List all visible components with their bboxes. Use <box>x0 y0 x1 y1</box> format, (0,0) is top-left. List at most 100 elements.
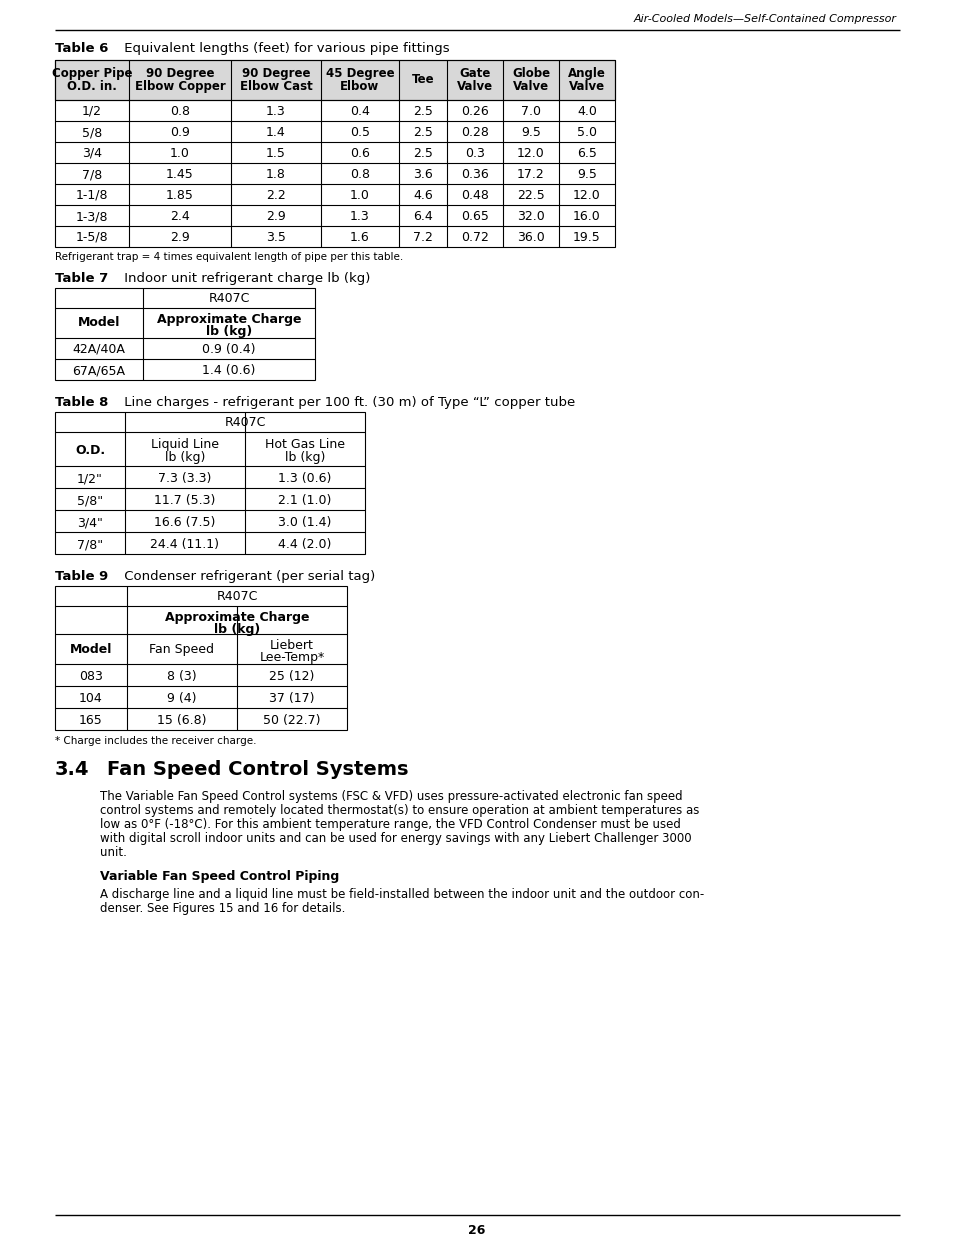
Text: * Charge includes the receiver charge.: * Charge includes the receiver charge. <box>55 736 256 746</box>
Text: 5.0: 5.0 <box>577 126 597 140</box>
Text: 9 (4): 9 (4) <box>167 692 196 705</box>
Text: 1.0: 1.0 <box>350 189 370 203</box>
Text: 1.5: 1.5 <box>266 147 286 161</box>
Text: 3.0 (1.4): 3.0 (1.4) <box>278 516 332 529</box>
Text: low as 0°F (-18°C). For this ambient temperature range, the VFD Control Condense: low as 0°F (-18°C). For this ambient tem… <box>100 818 680 831</box>
Text: 1.4: 1.4 <box>266 126 286 140</box>
Bar <box>55 412 365 555</box>
Text: Valve: Valve <box>568 80 604 93</box>
Text: 165: 165 <box>79 714 103 727</box>
Text: 1.4 (0.6): 1.4 (0.6) <box>202 364 255 377</box>
Text: 0.48: 0.48 <box>460 189 489 203</box>
Text: 36.0: 36.0 <box>517 231 544 245</box>
Text: 1.3: 1.3 <box>350 210 370 224</box>
Text: Elbow Copper: Elbow Copper <box>134 80 225 93</box>
Text: 90 Degree: 90 Degree <box>241 67 310 80</box>
Text: 6.4: 6.4 <box>413 210 433 224</box>
Text: 1.8: 1.8 <box>266 168 286 182</box>
Text: Elbow Cast: Elbow Cast <box>239 80 312 93</box>
Text: 5/8: 5/8 <box>82 126 102 140</box>
Text: 0.72: 0.72 <box>460 231 489 245</box>
Text: 2.5: 2.5 <box>413 126 433 140</box>
Text: 24.4 (11.1): 24.4 (11.1) <box>151 538 219 551</box>
Text: lb (kg): lb (kg) <box>213 622 260 636</box>
Text: 2.9: 2.9 <box>266 210 286 224</box>
Text: Fan Speed: Fan Speed <box>150 643 214 656</box>
Text: 0.9 (0.4): 0.9 (0.4) <box>202 343 255 356</box>
Text: Gate: Gate <box>458 67 490 80</box>
Text: 26: 26 <box>468 1224 485 1235</box>
Text: Table 8: Table 8 <box>55 396 109 409</box>
Text: 1/2": 1/2" <box>77 472 103 485</box>
Text: Approximate Charge: Approximate Charge <box>165 611 309 624</box>
Text: 1.45: 1.45 <box>166 168 193 182</box>
Text: Table 9: Table 9 <box>55 571 108 583</box>
Text: Globe: Globe <box>512 67 550 80</box>
Text: 0.5: 0.5 <box>350 126 370 140</box>
Text: Liebert: Liebert <box>270 638 314 652</box>
Text: control systems and remotely located thermostat(s) to ensure operation at ambien: control systems and remotely located the… <box>100 804 699 818</box>
Text: 0.26: 0.26 <box>460 105 488 119</box>
Text: 1.85: 1.85 <box>166 189 193 203</box>
Text: Lee-Temp*: Lee-Temp* <box>259 651 324 664</box>
Text: Refrigerant trap = 4 times equivalent length of pipe per this table.: Refrigerant trap = 4 times equivalent le… <box>55 252 403 262</box>
Text: 4.6: 4.6 <box>413 189 433 203</box>
Text: Tee: Tee <box>412 73 434 86</box>
Text: 1-1/8: 1-1/8 <box>75 189 108 203</box>
Text: Equivalent lengths (feet) for various pipe fittings: Equivalent lengths (feet) for various pi… <box>103 42 449 56</box>
Text: R407C: R407C <box>224 416 265 429</box>
Text: 50 (22.7): 50 (22.7) <box>263 714 320 727</box>
Text: Model: Model <box>78 316 120 329</box>
Text: lb (kg): lb (kg) <box>206 325 252 338</box>
Text: 7/8: 7/8 <box>82 168 102 182</box>
Text: Copper Pipe: Copper Pipe <box>51 67 132 80</box>
Text: Elbow: Elbow <box>340 80 379 93</box>
Text: 0.8: 0.8 <box>170 105 190 119</box>
Text: 1.0: 1.0 <box>170 147 190 161</box>
Text: unit.: unit. <box>100 846 127 860</box>
Text: Table 7: Table 7 <box>55 272 108 285</box>
Text: A discharge line and a liquid line must be field-installed between the indoor un: A discharge line and a liquid line must … <box>100 888 703 902</box>
Text: 15 (6.8): 15 (6.8) <box>157 714 207 727</box>
Text: 8 (3): 8 (3) <box>167 671 196 683</box>
Text: O.D.: O.D. <box>75 445 105 457</box>
Text: 5/8": 5/8" <box>77 494 103 508</box>
Text: 0.6: 0.6 <box>350 147 370 161</box>
Text: 1-5/8: 1-5/8 <box>75 231 109 245</box>
Text: 11.7 (5.3): 11.7 (5.3) <box>154 494 215 508</box>
Text: Valve: Valve <box>513 80 549 93</box>
Text: 2.5: 2.5 <box>413 147 433 161</box>
Text: R407C: R407C <box>208 291 250 305</box>
Text: 2.9: 2.9 <box>170 231 190 245</box>
Text: 4.0: 4.0 <box>577 105 597 119</box>
Text: 0.28: 0.28 <box>460 126 489 140</box>
Text: Approximate Charge: Approximate Charge <box>156 312 301 326</box>
Text: 7.2: 7.2 <box>413 231 433 245</box>
Text: 0.65: 0.65 <box>460 210 489 224</box>
Text: 104: 104 <box>79 692 103 705</box>
Text: 3.6: 3.6 <box>413 168 433 182</box>
Bar <box>55 61 615 247</box>
Text: 16.0: 16.0 <box>573 210 600 224</box>
Text: 2.2: 2.2 <box>266 189 286 203</box>
Text: 3/4: 3/4 <box>82 147 102 161</box>
Text: 22.5: 22.5 <box>517 189 544 203</box>
Text: Angle: Angle <box>567 67 605 80</box>
Text: The Variable Fan Speed Control systems (FSC & VFD) uses pressure-activated elect: The Variable Fan Speed Control systems (… <box>100 790 682 803</box>
Text: Hot Gas Line: Hot Gas Line <box>265 438 345 451</box>
Text: 32.0: 32.0 <box>517 210 544 224</box>
Text: with digital scroll indoor units and can be used for energy savings with any Lie: with digital scroll indoor units and can… <box>100 832 691 845</box>
Text: 6.5: 6.5 <box>577 147 597 161</box>
Text: 7.3 (3.3): 7.3 (3.3) <box>158 472 212 485</box>
Text: 4.4 (2.0): 4.4 (2.0) <box>278 538 332 551</box>
Text: 12.0: 12.0 <box>573 189 600 203</box>
Text: O.D. in.: O.D. in. <box>67 80 117 93</box>
Text: 083: 083 <box>79 671 103 683</box>
Text: Table 6: Table 6 <box>55 42 109 56</box>
Text: 9.5: 9.5 <box>520 126 540 140</box>
Text: 16.6 (7.5): 16.6 (7.5) <box>154 516 215 529</box>
Text: 17.2: 17.2 <box>517 168 544 182</box>
Text: 1.3 (0.6): 1.3 (0.6) <box>278 472 332 485</box>
Text: 67A/65A: 67A/65A <box>72 364 126 377</box>
Text: Liquid Line: Liquid Line <box>151 438 219 451</box>
